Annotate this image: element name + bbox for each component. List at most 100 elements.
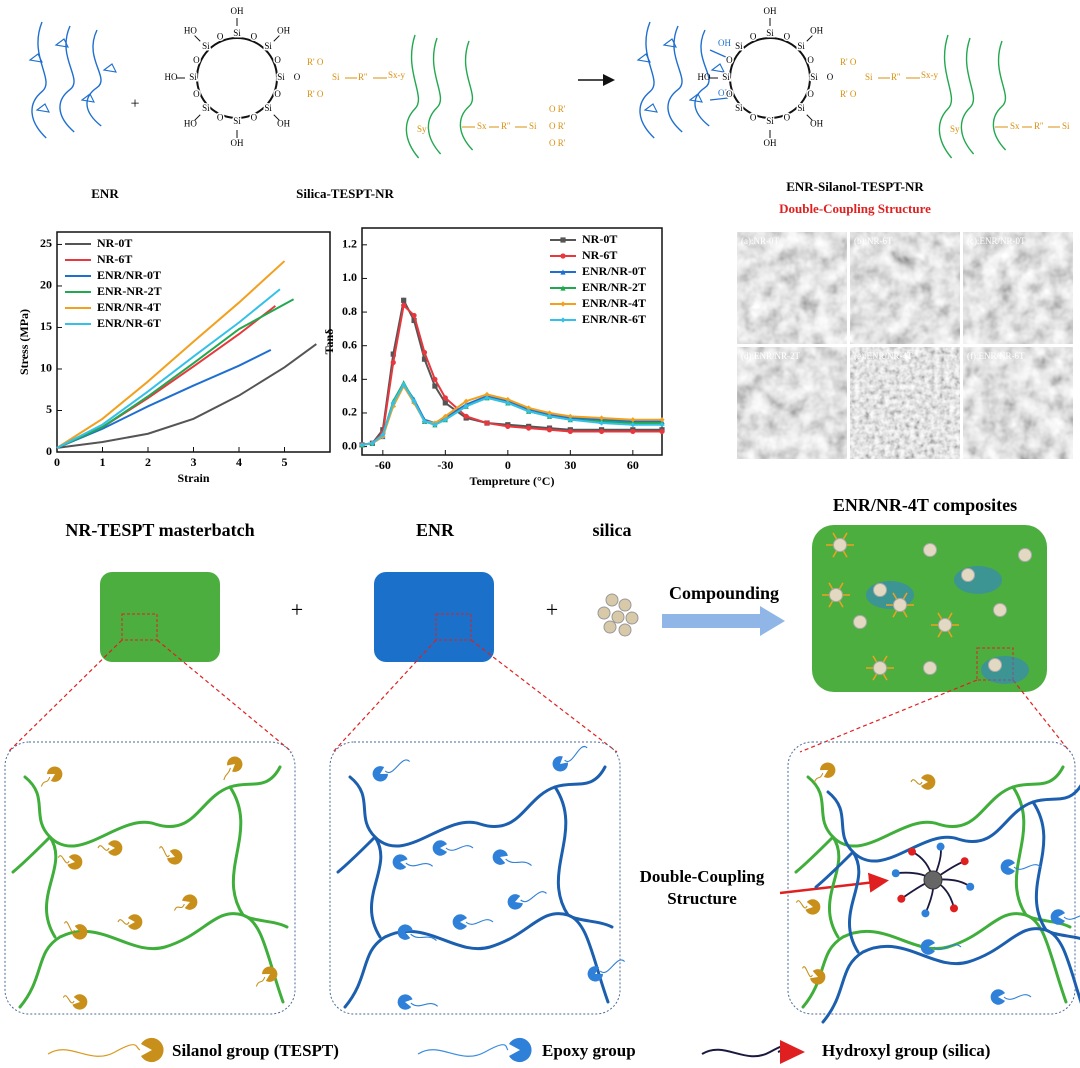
legend-label: ENR/NR-2T xyxy=(582,280,646,294)
x-tick-label: 1 xyxy=(100,455,106,469)
x-axis-title: Strain xyxy=(177,471,209,485)
silane-arm xyxy=(937,612,943,621)
micrograph xyxy=(963,347,1073,459)
graft-chain xyxy=(910,779,923,785)
silane-arm xyxy=(947,629,953,638)
silica-particle xyxy=(923,661,937,675)
y-tick-label: 0.4 xyxy=(342,371,357,385)
data-point xyxy=(526,408,532,414)
x-axis-title: Tempreture (°C) xyxy=(470,474,555,488)
legend-label: NR-0T xyxy=(582,232,617,246)
hydroxyl-label: OH xyxy=(718,38,731,48)
polymer-chain xyxy=(938,34,953,159)
functional-group xyxy=(1000,859,1015,875)
polymer-strand xyxy=(18,912,285,1009)
graft-chain xyxy=(255,976,266,987)
y-tick-label: 25 xyxy=(40,236,52,250)
epoxide xyxy=(643,103,658,113)
legend-label: ENR/NR-0T xyxy=(97,268,161,282)
silica-particle xyxy=(829,588,843,602)
graft-chain xyxy=(117,919,130,925)
zoom-box xyxy=(4,741,296,1015)
functional-group xyxy=(397,994,413,1010)
data-point xyxy=(567,417,573,423)
data-point xyxy=(505,423,511,430)
legend-hydroxyl-icon xyxy=(780,1040,805,1064)
silica-particle xyxy=(993,603,1007,617)
y-tick-label: 0.0 xyxy=(342,438,357,452)
functional-group xyxy=(432,840,447,856)
legend-label: ENR/NR-4T xyxy=(582,296,646,310)
polymer-strand xyxy=(553,785,570,917)
silica-particle xyxy=(605,593,619,607)
silica-particle xyxy=(923,543,937,557)
hydroxyl-tip xyxy=(897,894,906,903)
ring-o: O xyxy=(750,113,757,123)
functional-group xyxy=(72,994,88,1010)
polymer-chain xyxy=(694,29,710,127)
functional-group xyxy=(810,969,826,985)
silane-label: Si xyxy=(1062,121,1070,131)
data-point xyxy=(442,400,448,406)
functional-group xyxy=(1050,909,1065,925)
data-point xyxy=(411,317,417,324)
silane-label: R' O xyxy=(307,89,324,99)
hydroxyl-tip xyxy=(908,847,917,856)
polymer-strand xyxy=(821,927,1080,1024)
zoom-lines xyxy=(7,639,1071,753)
polymer-chain xyxy=(86,29,102,127)
functional-group xyxy=(921,774,936,790)
epoxide xyxy=(662,38,677,48)
polymer-strand xyxy=(826,783,1080,863)
silane-label: Sx xyxy=(477,121,487,131)
data-point xyxy=(463,398,469,404)
ring-o: O xyxy=(193,55,200,65)
silane-arm xyxy=(882,672,888,681)
epoxide xyxy=(636,53,651,63)
silane-arm xyxy=(902,609,908,618)
silica-particle xyxy=(618,623,632,637)
ring-o: O xyxy=(294,72,301,82)
data-point xyxy=(598,428,605,435)
y-tick-label: 15 xyxy=(40,319,52,333)
ring-si: Si xyxy=(264,103,272,113)
data-point xyxy=(442,413,448,419)
data-point xyxy=(401,381,407,387)
ring-oh: HO xyxy=(184,119,197,129)
silica-particle xyxy=(938,618,952,632)
ring-oh: HO xyxy=(165,72,178,82)
x-tick-label: -60 xyxy=(375,458,391,472)
graft-chain xyxy=(173,903,185,911)
data-line xyxy=(56,260,286,449)
x-tick-label: -30 xyxy=(437,458,453,472)
data-line xyxy=(56,348,272,449)
graft-chain xyxy=(505,858,532,866)
silane-label: R'' xyxy=(358,72,368,82)
micrograph-label: (b):NR-6T xyxy=(854,236,893,246)
epoxide xyxy=(80,93,95,103)
epoxide xyxy=(35,103,50,113)
zoom-box xyxy=(329,741,621,1015)
hydroxyl-tip xyxy=(921,909,930,918)
silane-label: Si xyxy=(865,72,873,82)
silica-particle xyxy=(833,538,847,552)
data-point xyxy=(659,422,665,428)
polymer-strand xyxy=(336,835,377,874)
zoom-square xyxy=(435,613,472,641)
silane-arm xyxy=(872,655,878,664)
functional-group xyxy=(990,989,1005,1005)
data-point xyxy=(401,302,407,308)
data-point xyxy=(659,417,665,423)
data-point xyxy=(546,427,553,433)
y-tick-label: 10 xyxy=(40,361,52,375)
graft-chain xyxy=(40,776,51,787)
graft-chain xyxy=(1013,864,1042,870)
ring-oh: HO xyxy=(698,72,711,82)
graft-chain xyxy=(813,772,824,783)
silane-arm xyxy=(828,599,834,608)
micrograph xyxy=(737,347,847,459)
micrograph-label: (d):ENR/NR-2T xyxy=(741,351,800,361)
functional-group xyxy=(509,1037,532,1063)
silane-label: Sx xyxy=(1010,121,1020,131)
data-point xyxy=(380,432,386,438)
